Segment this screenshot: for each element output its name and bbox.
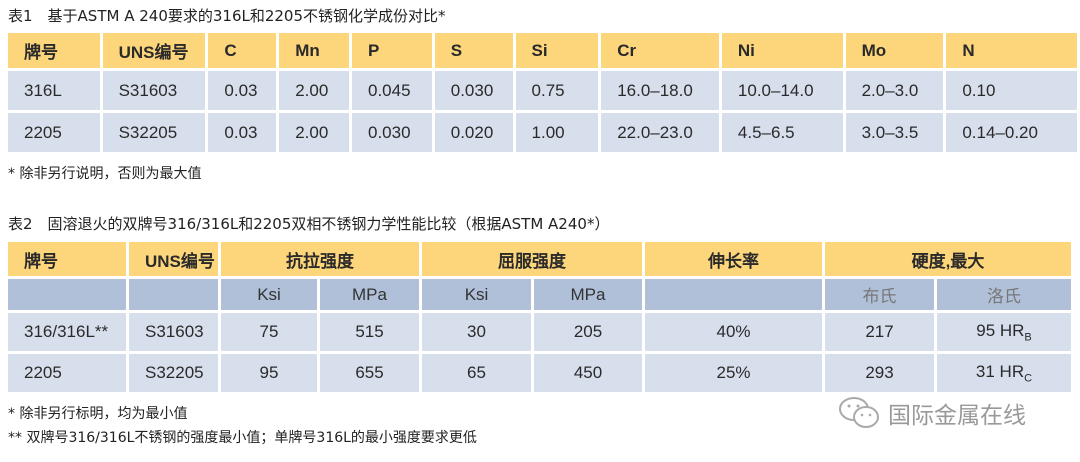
cell: 2.00 xyxy=(279,71,349,110)
table1-header-row: 牌号 UNS编号 C Mn P S Si Cr Ni Mo N xyxy=(8,33,1077,68)
cell: 95 HRB xyxy=(937,313,1071,351)
subheader-cell xyxy=(645,279,822,310)
cell: 0.020 xyxy=(434,113,513,152)
header-cell: Mo xyxy=(845,33,944,68)
header-cell: P xyxy=(351,33,432,68)
cell: 293 xyxy=(825,354,934,392)
cell: 2205 xyxy=(8,113,100,152)
cell: 515 xyxy=(320,313,419,351)
cell: 22.0–23.0 xyxy=(601,113,719,152)
cell: 30 xyxy=(422,313,531,351)
cell: 3.0–3.5 xyxy=(845,113,944,152)
cell: 25% xyxy=(645,354,822,392)
cell: S32205 xyxy=(129,354,218,392)
hardness-scale: C xyxy=(1024,372,1033,385)
cell: 0.75 xyxy=(515,71,599,110)
cell: 0.030 xyxy=(351,113,432,152)
table-row: 316L S31603 0.03 2.00 0.045 0.030 0.75 16.0–18.… xyxy=(8,71,1077,110)
cell: 316L xyxy=(8,71,100,110)
cell: 0.030 xyxy=(434,71,513,110)
cell: 0.045 xyxy=(351,71,432,110)
table2-footnote-2: ** 双牌号316/316L不锈钢的强度最小值；单牌号316L的最小强度要求更低 xyxy=(8,430,477,446)
subheader-cell xyxy=(8,279,126,310)
cell: 31 HRC xyxy=(937,354,1071,392)
header-cell: 伸长率 xyxy=(645,242,822,276)
table2: 牌号 UNS编号 抗拉强度 屈服强度 伸长率 硬度,最大 Ksi MPa Ksi MPa 布氏 洛氏… xyxy=(5,239,1074,395)
subheader-cell xyxy=(129,279,218,310)
table-row: 2205 S32205 0.03 2.00 0.030 0.020 1.00 22.0–23.… xyxy=(8,113,1077,152)
header-cell: 牌号 xyxy=(8,33,100,68)
cell: 4.5–6.5 xyxy=(721,113,843,152)
cell: 2.00 xyxy=(279,113,349,152)
header-cell: 牌号 xyxy=(8,242,126,276)
hardness-value: 95 HR xyxy=(976,320,1025,340)
table2-header-row: 牌号 UNS编号 抗拉强度 屈服强度 伸长率 硬度,最大 xyxy=(8,242,1071,276)
header-cell: N xyxy=(946,33,1077,68)
cell: 0.14–0.20 xyxy=(946,113,1077,152)
table2-footnote-1: * 除非另行标明，均为最小值 xyxy=(8,406,188,422)
cell: 2.0–3.0 xyxy=(845,71,944,110)
cell: 65 xyxy=(422,354,531,392)
cell: 217 xyxy=(825,313,934,351)
wechat-icon xyxy=(839,397,879,428)
header-cell: Cr xyxy=(601,33,719,68)
hardness-value: 31 HR xyxy=(975,361,1025,381)
cell: 0.10 xyxy=(946,71,1077,110)
cell: 1.00 xyxy=(515,113,599,152)
table1-caption: 表1 基于ASTM A 240要求的316L和2205不锈钢化学成份对比* xyxy=(8,7,446,25)
subheader-cell: 洛氏 xyxy=(937,279,1071,310)
header-cell: 屈服强度 xyxy=(422,242,642,276)
cell: 2205 xyxy=(8,354,126,392)
header-cell: C xyxy=(208,33,277,68)
table1: 牌号 UNS编号 C Mn P S Si Cr Ni Mo N 316L S31603 0.03 2.00… xyxy=(5,30,1080,155)
cell: 10.0–14.0 xyxy=(721,71,843,110)
cell: 16.0–18.0 xyxy=(601,71,719,110)
watermark-text: 国际金属在线 xyxy=(888,403,1026,429)
subheader-cell: MPa xyxy=(534,279,642,310)
cell: 316/316L** xyxy=(8,313,126,351)
table-row: 316/316L** S31603 75 515 30 205 40% 217 95 HRB xyxy=(8,313,1071,351)
cell: 0.03 xyxy=(208,113,277,152)
cell: 75 xyxy=(221,313,317,351)
cell: S31603 xyxy=(129,313,218,351)
header-cell: 抗拉强度 xyxy=(221,242,419,276)
header-cell: 硬度,最大 xyxy=(825,242,1071,276)
cell: 655 xyxy=(320,354,419,392)
table2-caption: 表2 固溶退火的双牌号316/316L和2205双相不锈钢力学性能比较（根据AS… xyxy=(8,215,610,233)
subheader-cell: Ksi xyxy=(422,279,531,310)
header-cell: S xyxy=(434,33,513,68)
subheader-cell: Ksi xyxy=(221,279,317,310)
table1-footnote: * 除非另行说明，否则为最大值 xyxy=(8,166,202,182)
subheader-cell: 布氏 xyxy=(825,279,934,310)
cell: S32205 xyxy=(102,113,206,152)
watermark: 国际金属在线 xyxy=(838,396,1026,430)
cell: 205 xyxy=(534,313,642,351)
header-cell: Mn xyxy=(279,33,349,68)
table-row: 2205 S32205 95 655 65 450 25% 293 31 HRC xyxy=(8,354,1071,392)
cell: S31603 xyxy=(102,71,206,110)
header-cell: Ni xyxy=(721,33,843,68)
subheader-cell: MPa xyxy=(320,279,419,310)
header-cell: Si xyxy=(515,33,599,68)
cell: 450 xyxy=(534,354,642,392)
cell: 0.03 xyxy=(208,71,277,110)
header-cell: UNS编号 xyxy=(102,33,206,68)
header-cell: UNS编号 xyxy=(129,242,218,276)
hardness-scale: B xyxy=(1024,331,1032,344)
cell: 40% xyxy=(645,313,822,351)
table2-subheader-row: Ksi MPa Ksi MPa 布氏 洛氏 xyxy=(8,279,1071,310)
cell: 95 xyxy=(221,354,317,392)
